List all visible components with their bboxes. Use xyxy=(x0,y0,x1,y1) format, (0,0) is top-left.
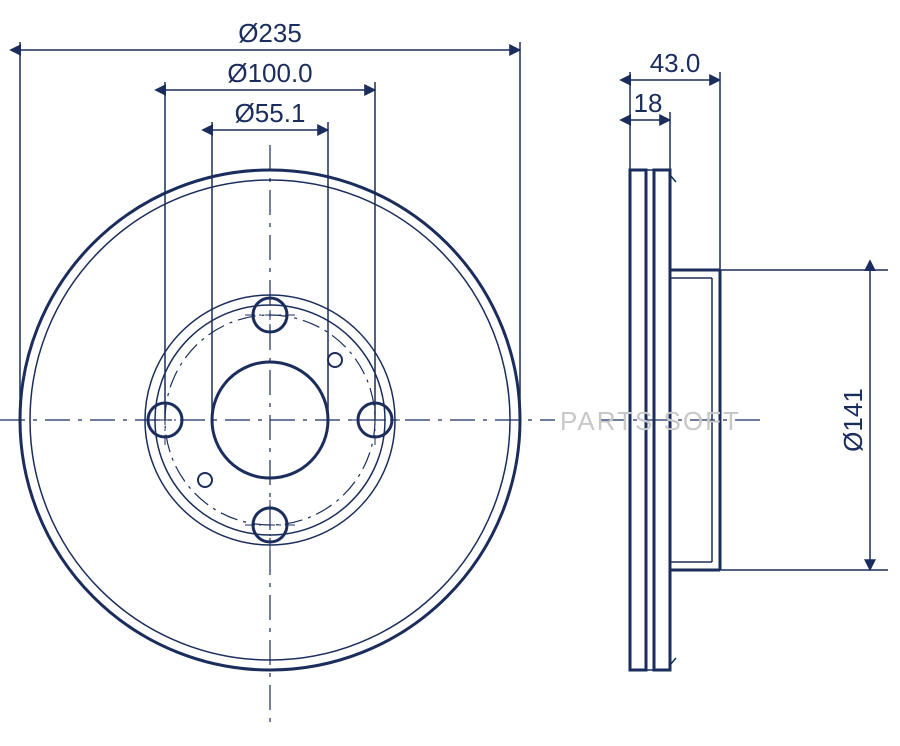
dim-text-141: Ø141 xyxy=(838,388,868,452)
drawing-canvas: Ø235 Ø100.0 Ø55.1 xyxy=(0,0,900,746)
dim-text-d235: Ø235 xyxy=(238,18,302,48)
dim-text-d100: Ø100.0 xyxy=(227,58,312,88)
dim-text-43: 43.0 xyxy=(650,48,701,78)
dim-text-d55: Ø55.1 xyxy=(235,98,306,128)
pin-hole xyxy=(328,353,342,367)
watermark-text: PARTS SOFT xyxy=(560,406,741,436)
pin-hole xyxy=(198,473,212,487)
dim-text-18: 18 xyxy=(634,88,663,118)
front-view xyxy=(0,145,555,722)
